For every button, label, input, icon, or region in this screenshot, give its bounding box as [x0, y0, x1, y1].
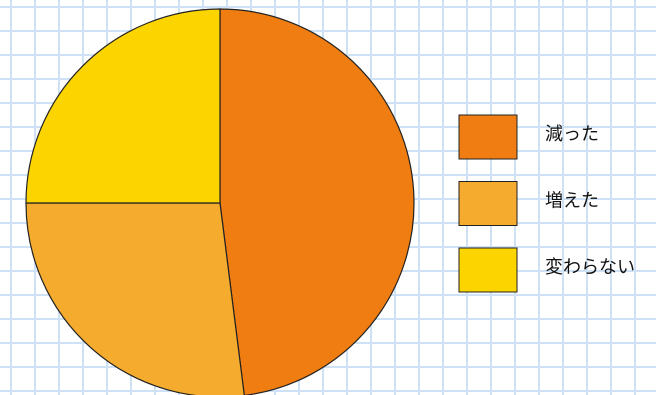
legend-swatch [458, 181, 518, 226]
pie-slice [25, 8, 221, 204]
legend-swatch [458, 114, 518, 160]
legend-swatch [458, 247, 518, 293]
pie-slice [25, 202, 245, 395]
legend-label: 変わらない [545, 257, 635, 278]
pie-slice [219, 8, 415, 395]
legend-label: 減った [545, 124, 599, 145]
legend-label: 増えた [545, 191, 599, 212]
